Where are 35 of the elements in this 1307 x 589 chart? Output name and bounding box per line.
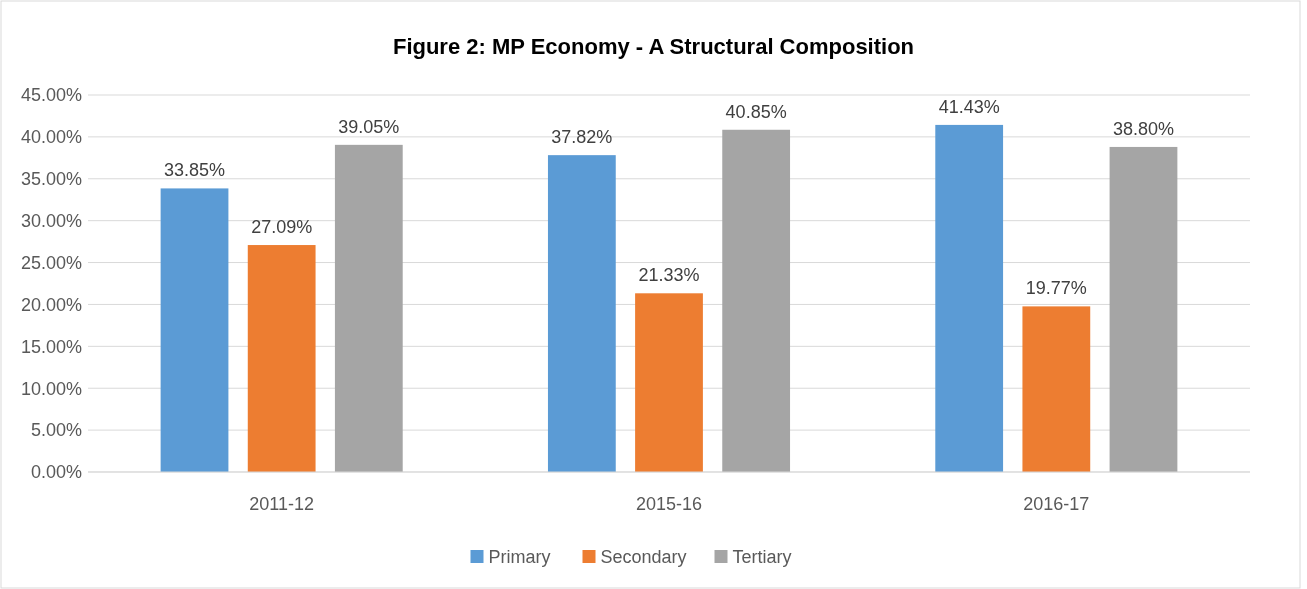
- y-tick-label: 45.00%: [20, 85, 82, 106]
- data-label: 38.80%: [1112, 118, 1175, 139]
- bar: [547, 155, 616, 472]
- data-label: 33.85%: [163, 160, 226, 181]
- y-tick-label: 20.00%: [20, 294, 82, 315]
- data-label: 39.05%: [338, 116, 400, 137]
- bar: [1022, 306, 1091, 472]
- x-tick-label: 2015-16: [635, 494, 703, 514]
- y-tick-label: 35.00%: [20, 169, 82, 190]
- y-tick-label: 10.00%: [20, 378, 82, 399]
- x-tick-label: 2016-17: [1023, 494, 1090, 514]
- chart-title: Figure 2: MP Economy - A Structural Composition: [392, 34, 915, 59]
- data-label: 40.85%: [725, 101, 787, 122]
- legend-label: Secondary: [600, 547, 687, 568]
- data-label: 37.82%: [551, 127, 613, 148]
- bar: [722, 129, 791, 472]
- bar: [1109, 146, 1178, 472]
- bar: [160, 188, 229, 472]
- y-tick-label: 25.00%: [20, 252, 82, 273]
- data-label: 27.09%: [251, 217, 313, 238]
- bar: [635, 293, 703, 472]
- bar: [334, 144, 403, 472]
- y-tick-label: 0.00%: [30, 462, 82, 483]
- x-tick-label: 2011-12: [249, 494, 315, 514]
- y-tick-label: 30.00%: [20, 210, 82, 231]
- bar: [247, 245, 316, 472]
- data-label: 41.43%: [938, 96, 1000, 117]
- y-tick-label: 5.00%: [30, 420, 82, 441]
- y-tick-label: 15.00%: [20, 336, 82, 357]
- y-tick-label: 40.00%: [20, 127, 82, 148]
- data-label: 19.77%: [1025, 278, 1087, 299]
- legend-label: Primary: [488, 547, 551, 568]
- data-label: 21.33%: [638, 265, 700, 286]
- legend-label: Tertiary: [732, 547, 792, 568]
- bar: [935, 124, 1004, 472]
